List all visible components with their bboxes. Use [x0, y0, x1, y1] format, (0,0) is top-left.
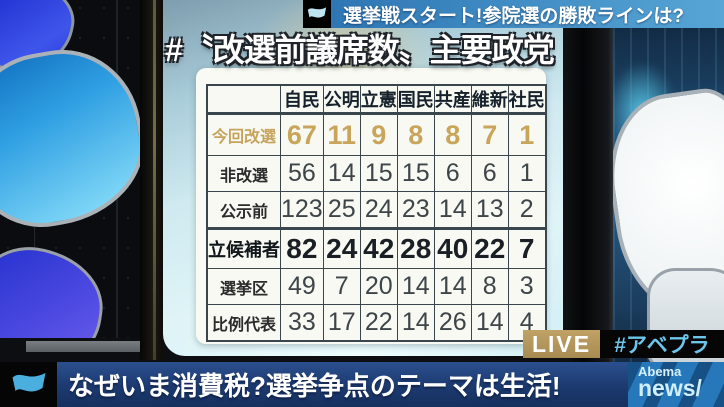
monitor-screen: 自民 公明 立憲 国民 共産 維新 社民 今回改選 67 11 9 8 8 7 1 非改選 56 14 15 15 6 6… — [163, 0, 563, 356]
table-cell: 24 — [322, 227, 361, 269]
table-cell: 14 — [470, 304, 509, 342]
row-label: 選挙区 — [206, 268, 281, 305]
table-cell: 49 — [280, 268, 324, 305]
row-label: 非改選 — [206, 155, 281, 192]
table-row: 立候補者 82 24 42 28 40 22 7 — [206, 227, 547, 269]
top-flag-badge — [303, 0, 331, 28]
logo-abema-text: Abema — [638, 364, 682, 379]
flag-icon — [307, 7, 327, 18]
table-header-row: 自民 公明 立憲 国民 共産 維新 社民 — [206, 84, 547, 115]
studio-background-right — [613, 0, 724, 362]
corner-cell — [206, 84, 281, 115]
table-cell: 3 — [507, 268, 547, 305]
table-cell: 26 — [433, 304, 472, 342]
table-cell: 22 — [359, 304, 398, 342]
column-header: 共産 — [433, 84, 472, 115]
table-cell: 11 — [322, 113, 361, 156]
table-cell: 14 — [433, 191, 472, 229]
column-header: 社民 — [507, 84, 547, 115]
bottom-headline-banner: なぜいま消費税?選挙争点のテーマは生活! Abema news/ — [0, 362, 724, 407]
table-row: 非改選 56 14 15 15 6 6 1 — [206, 155, 547, 192]
seats-table-body: 自民 公明 立憲 国民 共産 維新 社民 今回改選 67 11 9 8 8 7 1 非改選 56 14 15 15 6 6… — [206, 84, 547, 342]
table-cell: 8 — [396, 113, 435, 156]
studio-background-left — [0, 0, 140, 362]
table-cell: 67 — [280, 113, 324, 156]
column-header: 国民 — [396, 84, 435, 115]
table-cell: 82 — [280, 227, 324, 269]
monitor-bezel-right — [563, 0, 613, 362]
row-label: 比例代表 — [206, 304, 281, 342]
logo-stripes — [628, 362, 724, 407]
table-cell: 13 — [470, 191, 509, 229]
table-cell: 7 — [507, 227, 547, 269]
table-cell: 6 — [433, 155, 472, 192]
bottom-headline-text: なぜいま消費税?選挙争点のテーマは生活! — [68, 371, 561, 401]
table-cell: 1 — [507, 113, 547, 156]
table-cell: 14 — [396, 268, 435, 305]
channel-logo: Abema news/ — [628, 362, 724, 407]
table-cell: 42 — [359, 227, 398, 269]
table-cell: 24 — [359, 191, 398, 229]
table-cell: 40 — [433, 227, 472, 269]
table-cell: 14 — [322, 155, 361, 192]
logo-news-text: news/ — [638, 375, 702, 401]
column-header: 立憲 — [359, 84, 398, 115]
table-cell: 2 — [507, 191, 547, 229]
table-cell: 7 — [322, 268, 361, 305]
table-cell: 23 — [396, 191, 435, 229]
table-cell: 8 — [433, 113, 472, 156]
table-cell: 33 — [280, 304, 324, 342]
board-title: #〝改選前議席数〟主要政党 — [165, 32, 555, 68]
table-row: 選挙区 49 7 20 14 14 8 3 — [206, 268, 547, 305]
table-cell: 17 — [322, 304, 361, 342]
top-headline-banner: 選挙戦スタート!参院選の勝敗ラインは? — [331, 0, 724, 28]
table-row: 公示前 123 25 24 23 14 13 2 — [206, 191, 547, 229]
table-row: 比例代表 33 17 22 14 26 14 4 — [206, 304, 547, 342]
table-cell: 14 — [396, 304, 435, 342]
monitor-bezel-left — [140, 0, 163, 360]
top-headline-text: 選挙戦スタート!参院選の勝敗ラインは? — [343, 5, 684, 27]
live-badge: LIVE — [523, 330, 600, 358]
column-header: 維新 — [470, 84, 509, 115]
bottom-flag-badge — [0, 362, 57, 407]
table-cell: 8 — [470, 268, 509, 305]
seats-table: 自民 公明 立憲 国民 共産 維新 社民 今回改選 67 11 9 8 8 7 1 非改選 56 14 15 15 6 6… — [206, 84, 547, 342]
table-cell: 20 — [359, 268, 398, 305]
table-cell: 22 — [470, 227, 509, 269]
row-label: 公示前 — [206, 191, 281, 229]
table-row: 今回改選 67 11 9 8 8 7 1 — [206, 113, 547, 156]
table-cell: 6 — [470, 155, 509, 192]
table-cell: 15 — [359, 155, 398, 192]
table-cell: 9 — [359, 113, 398, 156]
table-cell: 7 — [470, 113, 509, 156]
column-header: 公明 — [322, 84, 361, 115]
table-cell: 56 — [280, 155, 324, 192]
table-cell: 28 — [396, 227, 435, 269]
hashtag-label: #アベプラ — [600, 330, 724, 358]
table-cell: 14 — [433, 268, 472, 305]
column-header: 自民 — [280, 84, 324, 115]
table-cell: 1 — [507, 155, 547, 192]
row-label: 立候補者 — [206, 227, 281, 269]
row-label: 今回改選 — [206, 113, 281, 156]
studio-desk-edge — [26, 341, 160, 352]
table-cell: 25 — [322, 191, 361, 229]
table-cell: 15 — [396, 155, 435, 192]
table-cell: 123 — [280, 191, 324, 229]
flag-icon — [12, 372, 45, 391]
